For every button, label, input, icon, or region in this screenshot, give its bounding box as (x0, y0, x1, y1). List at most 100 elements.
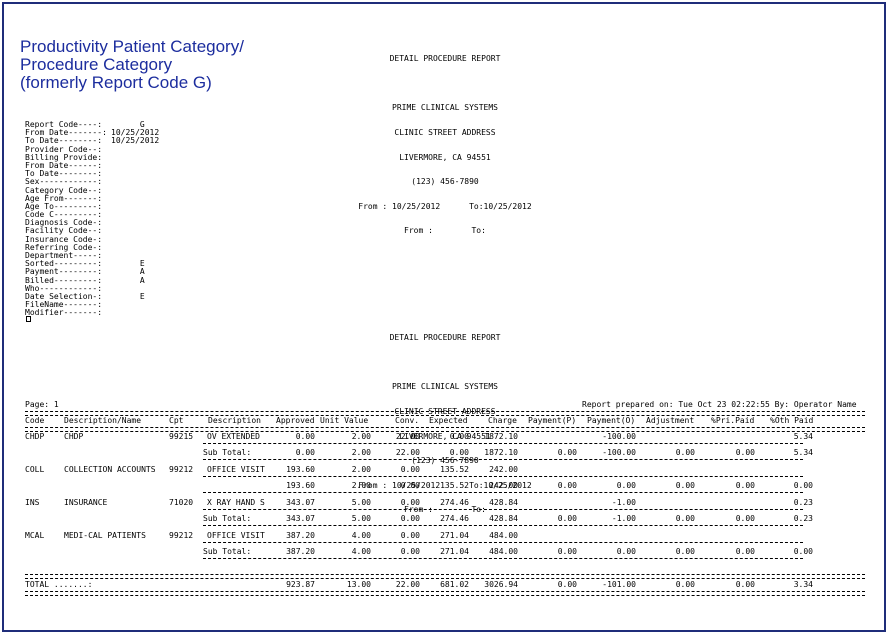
param-label: Diagnosis Code-: (25, 218, 103, 228)
param-row: Who------------: (25, 284, 181, 293)
subtotal-pay_o: -1.00 (611, 514, 636, 523)
row-expected: 0.00 (449, 432, 469, 441)
subtotal-charge: 428.84 (489, 514, 518, 523)
row-charge: 242.00 (489, 465, 518, 474)
row-name: MEDI-CAL PATIENTS (64, 531, 146, 540)
param-row: To Date--------: (25, 169, 181, 179)
param-value (111, 170, 181, 178)
row-approved: 0.00 (295, 432, 315, 441)
phone: (123) 456-7890 (411, 456, 479, 466)
group-end-rule (203, 492, 803, 493)
total-oth: 3.34 (793, 580, 813, 589)
header-rule (25, 411, 865, 416)
report-header-1: DETAIL PROCEDURE REPORT PRIME CLINICAL S… (340, 39, 550, 244)
param-label: Referring Code-: (25, 242, 103, 252)
row-unit: 4.00 (351, 531, 371, 540)
column-header: Description/Name (64, 416, 142, 425)
param-row: FileName-------: (25, 300, 181, 309)
subtotal-pay_o: 0.00 (616, 481, 636, 490)
subtotal-approved: 343.07 (286, 514, 315, 523)
subtotal-expected: 274.46 (440, 514, 469, 523)
row-conv: 0.00 (400, 465, 420, 474)
column-header: Cpt (169, 416, 184, 425)
report-name: DETAIL PROCEDURE REPORT (389, 333, 501, 343)
subtotal-expected: 0.00 (449, 448, 469, 457)
param-row: Provider Code--: (25, 145, 181, 154)
total-rule-bottom (25, 591, 865, 596)
total-label: TOTAL .......: (25, 580, 93, 589)
param-row: Age From-------: (25, 194, 181, 203)
row-approved: 387.20 (286, 531, 315, 540)
column-header: Description (208, 416, 261, 425)
column-header: %Oth Paid (770, 416, 814, 425)
param-row: Category Code--: (25, 185, 181, 195)
param-value: 10/25/2012 (111, 128, 160, 138)
subtotal-charge: 1872.10 (484, 448, 518, 457)
row-expected: 135.52 (440, 465, 469, 474)
param-value: 10/25/2012 (111, 136, 160, 146)
param-row: Referring Code-: (25, 242, 181, 252)
row-unit: 2.00 (351, 465, 371, 474)
total-unit: 13.00 (346, 580, 371, 589)
row-code: COLL (25, 465, 45, 474)
column-header: %Pri.Paid (711, 416, 755, 425)
row-conv: 0.00 (400, 498, 420, 507)
row-expected: 271.04 (440, 531, 469, 540)
total-approved: 923.87 (286, 580, 315, 589)
param-value (111, 146, 181, 154)
param-row: Billed---------: A (25, 275, 181, 285)
total-rule-top (25, 574, 865, 579)
param-row: To Date--------: 10/25/2012 (25, 137, 181, 145)
total-pay_p: 0.00 (557, 580, 577, 589)
param-value: G (111, 120, 145, 129)
subtotal-pay_o: -100.00 (602, 448, 636, 457)
total-conv: 22.00 (395, 580, 420, 589)
row-unit: 2.00 (351, 432, 371, 441)
subtotal-adj: 0.00 (675, 481, 695, 490)
param-row: Insurance Code-: (25, 234, 181, 244)
row-name: CHDP (64, 432, 84, 441)
subtotal-pri: 0.00 (735, 547, 755, 556)
param-label: To Date--------: (25, 169, 103, 179)
row-unit: 5.00 (351, 498, 371, 507)
param-row: Facility Code--: (25, 227, 181, 235)
row-cpt: 99212 (169, 531, 194, 540)
total-charge: 3026.94 (484, 580, 518, 589)
param-value (111, 219, 181, 227)
param-row: Billing Provide: (25, 152, 181, 162)
date-range-1: From : 10/25/2012 To:10/25/2012 (358, 201, 532, 211)
param-label: From Date-------: (25, 128, 107, 138)
subtotal-label: Sub Total: (203, 514, 252, 523)
subtotal-rule (203, 542, 803, 543)
param-label: Category Code--: (25, 185, 103, 195)
address-line-1: CLINIC STREET ADDRESS (394, 128, 496, 138)
title-line-2: Procedure Category (20, 55, 173, 74)
subtotal-oth: 0.23 (793, 514, 813, 523)
row-cpt: 71020 (169, 498, 194, 507)
subtotal-charge: 484.00 (489, 547, 518, 556)
param-row: Diagnosis Code-: (25, 219, 181, 227)
subtotal-conv: 0.00 (400, 547, 420, 556)
param-label: Billed---------: (25, 275, 103, 285)
param-value (111, 154, 181, 162)
row-charge: 428.84 (489, 498, 518, 507)
column-header: Unit Value (320, 416, 369, 425)
row-code: CHDP (25, 432, 45, 441)
row-cpt: 99212 (169, 465, 194, 474)
param-label: Insurance Code-: (25, 234, 103, 244)
param-label: Sex------------: (25, 177, 103, 187)
param-row: Sorted---------: E (25, 259, 181, 269)
address-line-2: LIVERMORE, CA 94551 (399, 152, 491, 162)
param-label: Billing Provide: (25, 152, 103, 162)
row-conv: 22.00 (395, 432, 420, 441)
param-value (111, 187, 181, 195)
company-name: PRIME CLINICAL SYSTEMS (392, 382, 498, 392)
param-value (111, 236, 181, 244)
column-header: Conv. (395, 416, 420, 425)
row-pay_o: -100.00 (602, 432, 636, 441)
total-pay_o: -101.00 (602, 580, 636, 589)
param-label: Sorted---------: (25, 259, 103, 269)
row-description: OFFICE VISIT (207, 465, 265, 474)
subtotal-rule (203, 476, 803, 477)
param-row: Sex------------: (25, 178, 181, 186)
